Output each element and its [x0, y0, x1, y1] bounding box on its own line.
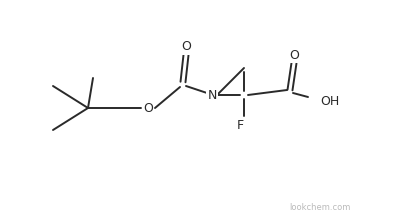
Text: N: N: [207, 89, 217, 102]
Text: O: O: [181, 41, 191, 53]
Text: lookchem.com: lookchem.com: [289, 203, 351, 211]
Text: O: O: [289, 48, 299, 61]
Text: O: O: [143, 102, 153, 114]
Text: F: F: [237, 119, 244, 131]
Text: OH: OH: [320, 94, 339, 107]
